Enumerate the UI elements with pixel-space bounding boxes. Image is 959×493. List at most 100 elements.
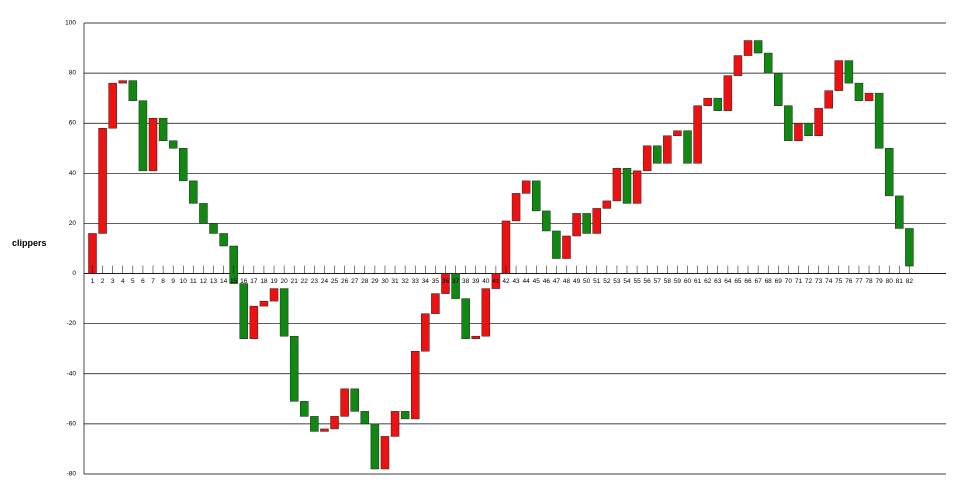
bar-63 (713, 97, 723, 111)
bar-45 (531, 180, 541, 212)
x-tick-label: 81 (896, 278, 904, 285)
x-tick-label: 70 (785, 278, 793, 285)
bar-71 (794, 122, 803, 142)
bar-59 (673, 130, 682, 137)
x-tick-label: 82 (906, 278, 914, 285)
bar-74 (824, 90, 833, 109)
bar-58 (663, 135, 672, 164)
x-tick-label: 20 (280, 278, 288, 285)
bar-3 (108, 82, 117, 129)
bar-20 (279, 288, 289, 337)
bar-30 (380, 436, 390, 470)
x-tick-label: 72 (805, 278, 813, 285)
x-tick-label: 65 (734, 278, 742, 285)
bar-39 (471, 335, 480, 339)
bar-51 (592, 208, 601, 234)
x-tick-label: 44 (523, 278, 531, 285)
x-tick-labels: 1 2 3 4 5 6 7 8 9 10 11 12 13 14 15 16 17 18 19 20 21 22 23 24 2… (91, 278, 914, 285)
bar-35 (431, 293, 440, 314)
x-tick-label: 36 (442, 278, 450, 285)
bar-67 (753, 40, 763, 54)
x-tick-label: 75 (835, 278, 843, 285)
bar-66 (743, 40, 753, 56)
bar-75 (834, 60, 844, 91)
x-tick-label: 35 (432, 278, 440, 285)
x-tick-label: 22 (301, 278, 309, 285)
bar-9 (168, 140, 178, 149)
bar-52 (602, 200, 612, 209)
bar-16 (239, 283, 249, 339)
x-tick-label: 41 (492, 278, 500, 285)
y-tick-label: 80 (69, 70, 77, 77)
bar-64 (723, 75, 733, 111)
x-tick-label: 15 (230, 278, 238, 285)
bar-15 (229, 245, 238, 284)
bar-81 (895, 195, 904, 229)
bar-70 (784, 105, 793, 142)
x-tick-label: 28 (361, 278, 369, 285)
x-tick-label: 9 (171, 278, 175, 285)
bar-40 (481, 288, 491, 337)
x-tick-label: 21 (291, 278, 299, 285)
y-tick-label: -40 (67, 370, 77, 377)
bar-19 (269, 288, 279, 302)
x-tick-label: 29 (371, 278, 379, 285)
bar-47 (552, 230, 561, 259)
x-tick-label: 3 (111, 278, 115, 285)
x-tick-label: 12 (200, 278, 208, 285)
bar-34 (421, 313, 430, 352)
bar-13 (209, 223, 218, 234)
x-tick-label: 61 (694, 278, 702, 285)
x-tick-label: 43 (512, 278, 520, 285)
x-tick-label: 68 (765, 278, 773, 285)
x-tick-label: 4 (121, 278, 125, 285)
bar-33 (410, 350, 420, 420)
bar-69 (774, 72, 783, 106)
x-tick-label: 40 (482, 278, 490, 285)
x-tick-label: 77 (855, 278, 863, 285)
x-tick-label: 67 (754, 278, 762, 285)
bar-31 (390, 411, 400, 437)
bar-21 (289, 335, 299, 402)
x-tick-label: 69 (775, 278, 783, 285)
x-tick-label: 66 (744, 278, 752, 285)
bar-62 (703, 97, 712, 106)
x-tick-label: 52 (603, 278, 611, 285)
bar-32 (400, 411, 410, 420)
x-tick-label: 13 (210, 278, 218, 285)
x-tick-label: 73 (815, 278, 823, 285)
x-tick-label: 30 (381, 278, 389, 285)
y-tick-labels: 100 80 60 40 20 0 -20 -40 -60 -80 (65, 20, 76, 478)
x-tick-label: 51 (593, 278, 601, 285)
x-tick-label: 56 (644, 278, 652, 285)
x-tick-label: 16 (240, 278, 248, 285)
bar-18 (259, 300, 269, 307)
bar-78 (864, 92, 874, 101)
x-tick-label: 54 (623, 278, 631, 285)
y-axis-label: clippers (12, 238, 47, 248)
bar-77 (854, 82, 864, 101)
x-tick-label: 74 (825, 278, 833, 285)
x-tick-label: 27 (351, 278, 359, 285)
bar-11 (189, 180, 198, 204)
x-tick-label: 5 (131, 278, 135, 285)
bar-29 (370, 423, 380, 470)
x-tick-label: 62 (704, 278, 712, 285)
x-tick-label: 80 (886, 278, 894, 285)
bar-2 (98, 127, 107, 234)
bar-14 (219, 233, 228, 247)
x-tick-label: 50 (583, 278, 591, 285)
x-tick-label: 34 (422, 278, 430, 285)
x-tick-label: 53 (613, 278, 621, 285)
x-tick-label: 45 (533, 278, 541, 285)
bar-49 (572, 213, 581, 237)
x-tick-label: 71 (795, 278, 803, 285)
chart-axes (83, 23, 910, 474)
y-tick-label: 100 (65, 20, 76, 27)
bar-7 (148, 117, 158, 172)
bar-43 (511, 193, 521, 222)
y-tick-label: -20 (67, 320, 77, 327)
bar-80 (884, 148, 894, 197)
x-tick-label: 33 (412, 278, 420, 285)
bar-56 (642, 145, 652, 172)
